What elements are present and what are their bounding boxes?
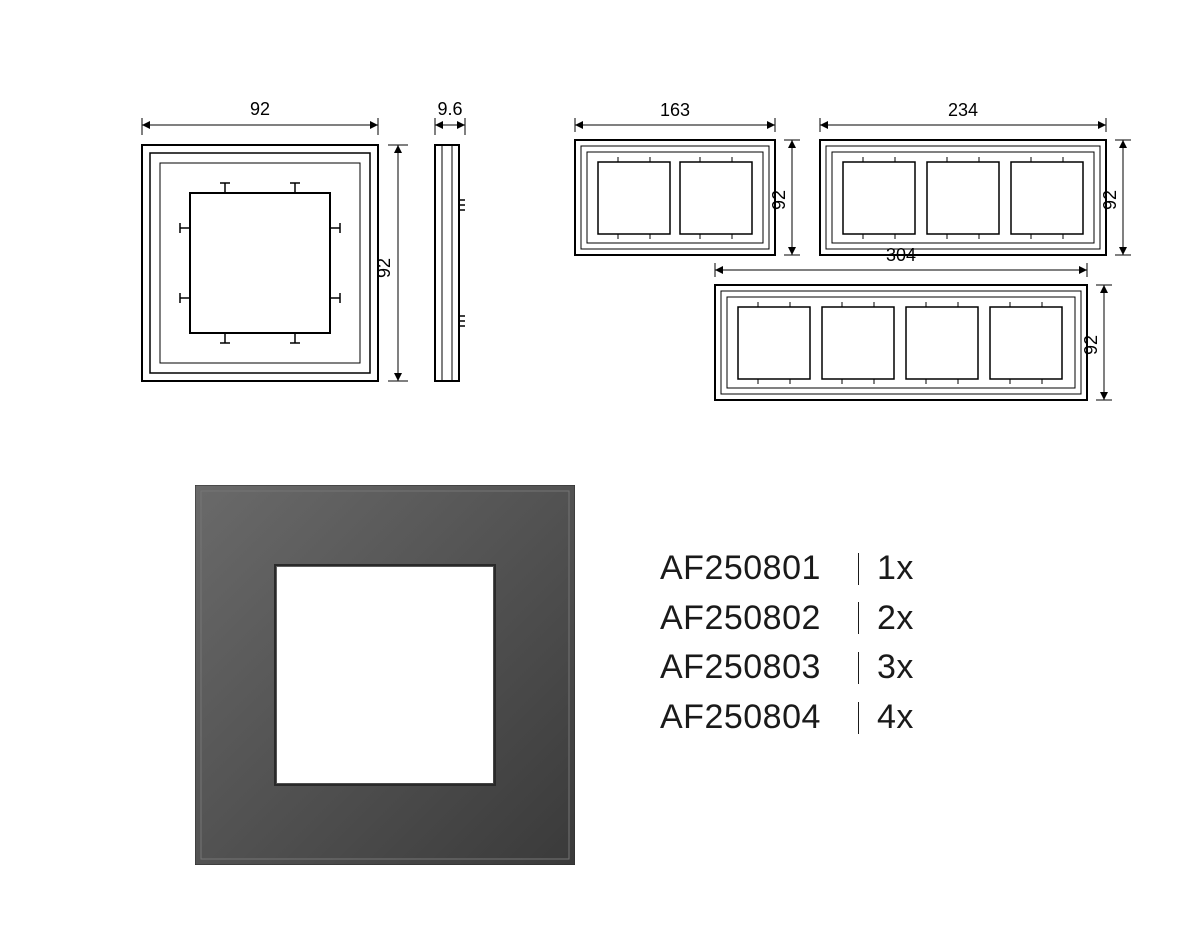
svg-text:92: 92 xyxy=(1100,190,1120,210)
svg-text:92: 92 xyxy=(1081,335,1101,355)
divider xyxy=(858,652,859,684)
divider xyxy=(858,553,859,585)
product-code: AF250803 xyxy=(660,644,850,692)
divider xyxy=(858,702,859,734)
svg-text:92: 92 xyxy=(250,99,270,119)
product-render xyxy=(195,485,575,865)
svg-text:92: 92 xyxy=(769,190,789,210)
dim-single-height: 92 xyxy=(374,145,408,381)
dim-quad-height: 92 xyxy=(1081,285,1112,400)
product-code-table: AF250801 1x AF250802 2x AF250803 3x AF25… xyxy=(660,545,914,743)
product-qty: 1x xyxy=(877,545,914,593)
dim-quad-width: 304 xyxy=(715,245,1087,277)
product-qty: 3x xyxy=(877,644,914,692)
quad-front-drawing: 304 92 xyxy=(700,245,1150,420)
dim-double-width: 163 xyxy=(575,100,775,132)
table-row: AF250801 1x xyxy=(660,545,914,593)
product-code: AF250804 xyxy=(660,694,850,742)
dim-single-depth: 9.6 xyxy=(435,99,465,135)
svg-text:234: 234 xyxy=(948,100,978,120)
product-qty: 2x xyxy=(877,595,914,643)
table-row: AF250802 2x xyxy=(660,595,914,643)
dim-double-height: 92 xyxy=(769,140,800,255)
single-side-drawing: 9.6 xyxy=(410,90,510,430)
product-qty: 4x xyxy=(877,694,914,742)
single-front-drawing: 92 92 xyxy=(120,90,420,430)
table-row: AF250804 4x xyxy=(660,694,914,742)
diagram-container: 92 92 9.6 xyxy=(0,0,1200,933)
svg-text:304: 304 xyxy=(886,245,916,265)
product-code: AF250802 xyxy=(660,595,850,643)
svg-text:163: 163 xyxy=(660,100,690,120)
svg-text:9.6: 9.6 xyxy=(437,99,462,119)
dim-triple-height: 92 xyxy=(1100,140,1131,255)
dim-single-width: 92 xyxy=(142,99,378,135)
divider xyxy=(858,602,859,634)
dim-triple-width: 234 xyxy=(820,100,1106,132)
table-row: AF250803 3x xyxy=(660,644,914,692)
product-code: AF250801 xyxy=(660,545,850,593)
